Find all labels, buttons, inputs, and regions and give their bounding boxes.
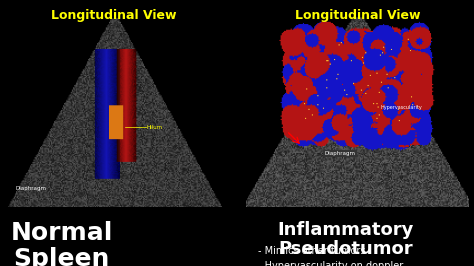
Text: Normal
Spleen: Normal Spleen [10, 221, 113, 266]
Text: Longitudinal View: Longitudinal View [51, 9, 176, 22]
Text: - Mimics other tumors: - Mimics other tumors [258, 246, 366, 256]
Text: - Hypervascularity on doppler: - Hypervascularity on doppler [258, 261, 403, 266]
Text: Diaphragm: Diaphragm [324, 151, 356, 156]
Text: Hilum: Hilum [146, 124, 163, 130]
Text: Diaphragm: Diaphragm [16, 186, 46, 191]
Text: Inflammatory
Pseudotumor: Inflammatory Pseudotumor [278, 221, 414, 258]
Text: Hypervascularity: Hypervascularity [380, 105, 422, 110]
Text: Longitudinal View: Longitudinal View [295, 9, 420, 22]
